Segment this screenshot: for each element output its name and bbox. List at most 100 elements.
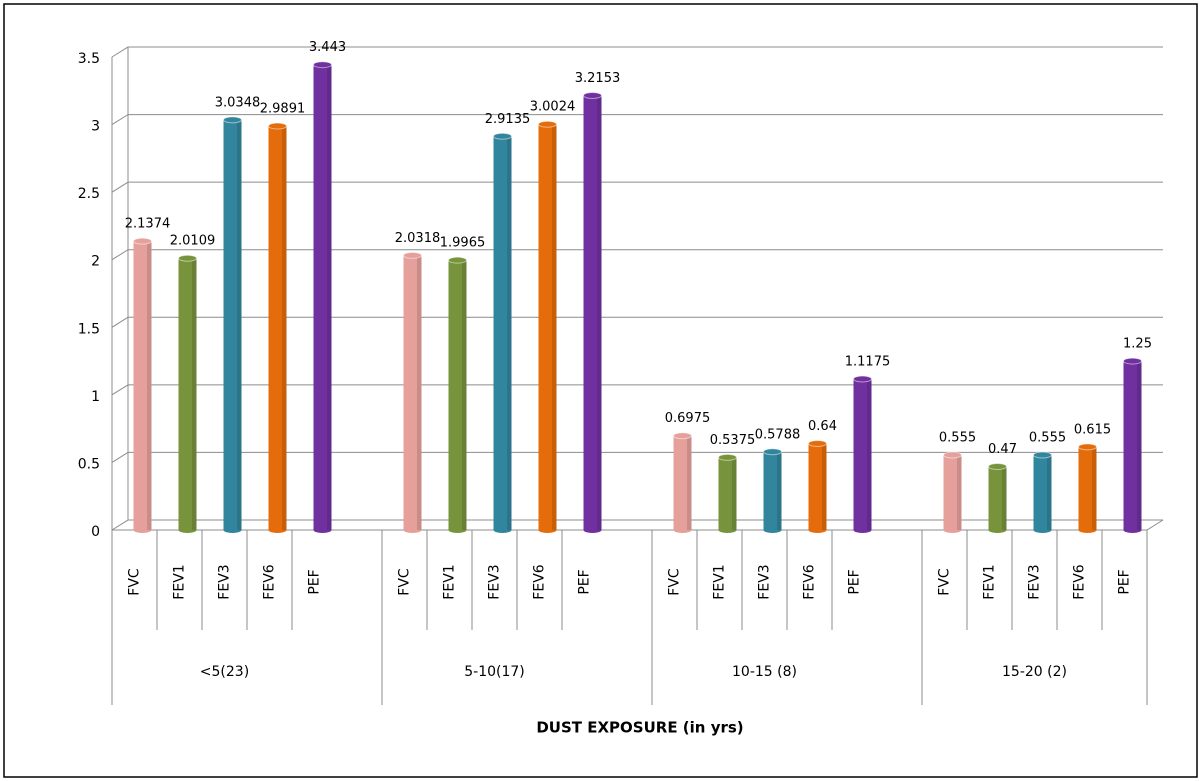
bar-shade (237, 119, 242, 530)
value-label: 3.0348 (215, 95, 261, 110)
bar-top (403, 251, 422, 259)
bar-shade (1092, 446, 1097, 530)
grid-line (111, 181, 1163, 193)
bar-top (448, 256, 467, 264)
x-sub-label: PEF (1117, 569, 1133, 594)
x-tick-label: 15-20 (2) (1002, 664, 1067, 680)
bar (313, 64, 332, 531)
bar (763, 451, 782, 530)
value-label: 2.9135 (485, 112, 531, 127)
bar-top (493, 132, 512, 140)
x-tick-label: <5(23) (200, 664, 249, 680)
value-label: 0.615 (1074, 422, 1111, 437)
bar (223, 119, 242, 530)
bar-shade (282, 126, 287, 530)
bar-top (538, 120, 557, 128)
bar-shade (507, 136, 512, 530)
value-label: 2.1374 (125, 217, 171, 232)
grid-line (111, 316, 1163, 328)
grid-line (111, 114, 1163, 125)
y-tick-label: 3.5 (78, 51, 100, 67)
bar-shade (1137, 361, 1142, 530)
x-sub-label: PEF (847, 569, 863, 594)
bar-top (313, 61, 332, 69)
value-label: 0.6975 (665, 411, 711, 426)
bar (268, 126, 287, 530)
value-label: 0.5375 (710, 433, 756, 448)
x-sub-label: FEV3 (217, 564, 233, 599)
bar-top (988, 462, 1007, 470)
bar-shade (417, 255, 422, 530)
value-label: 0.555 (939, 430, 976, 445)
x-sub-label: FVC (127, 568, 143, 596)
bar-top (763, 448, 782, 456)
bar-top (1033, 451, 1052, 459)
x-sub-label: FEV6 (1072, 564, 1088, 599)
value-label: 3.443 (309, 40, 346, 55)
x-sub-label: PEF (307, 569, 323, 594)
bar-top (583, 91, 602, 99)
x-sub-label: FVC (937, 568, 953, 596)
value-label: 2.9891 (260, 102, 306, 117)
y-tick-label: 1.5 (78, 321, 100, 337)
y-tick-label: 0.5 (78, 456, 100, 472)
y-tick-label: 2.5 (78, 186, 100, 202)
bar-shade (867, 378, 872, 530)
value-label: 2.0109 (170, 234, 216, 249)
bar-shade (597, 95, 602, 531)
bar-shade (687, 435, 692, 530)
bar-shade (1002, 466, 1007, 530)
bar-top (1123, 357, 1142, 365)
bar (1123, 361, 1142, 530)
bar-shade (192, 258, 197, 530)
x-sub-label: FVC (667, 568, 683, 596)
value-label: 3.2153 (575, 71, 621, 86)
bar (403, 255, 422, 530)
value-label: 0.64 (808, 419, 837, 434)
bar-shade (327, 64, 332, 531)
x-sub-label: PEF (577, 569, 593, 594)
bar-top (943, 451, 962, 459)
bar-top (133, 237, 152, 245)
y-tick-label: 1 (91, 389, 100, 405)
bar (538, 124, 557, 531)
x-sub-label: FEV6 (262, 564, 278, 599)
value-label: 1.25 (1123, 337, 1152, 352)
bar-top (853, 375, 872, 383)
bar-shade (822, 443, 827, 530)
bar (1078, 446, 1097, 530)
bar-top (268, 122, 287, 130)
bar-shade (732, 457, 737, 530)
value-label: 0.47 (988, 442, 1017, 457)
bar-shade (552, 124, 557, 531)
bar-shade (1047, 454, 1052, 530)
bar (493, 136, 512, 530)
x-sub-label: FVC (397, 568, 413, 596)
bar (808, 443, 827, 530)
grid-line (111, 249, 1163, 261)
x-sub-label: FEV1 (712, 564, 728, 599)
x-axis-title: DUST EXPOSURE (in yrs) (536, 719, 743, 737)
value-label: 1.1175 (845, 354, 891, 369)
bar-top (223, 116, 242, 124)
grid-line (111, 384, 1163, 396)
bar-shade (147, 241, 152, 530)
x-tick-label: 5-10(17) (464, 664, 525, 680)
value-label: 0.555 (1029, 430, 1066, 445)
x-sub-label: FEV1 (982, 564, 998, 599)
bar-top (808, 440, 827, 448)
x-sub-label: FEV6 (802, 564, 818, 599)
bar (1033, 454, 1052, 530)
bar-top (718, 453, 737, 461)
bar-shade (462, 260, 467, 530)
bar (583, 95, 602, 531)
x-sub-label: FEV1 (172, 564, 188, 599)
x-sub-label: FEV6 (532, 564, 548, 599)
bar (673, 435, 692, 530)
bar (448, 260, 467, 530)
value-label: 2.0318 (395, 231, 441, 246)
bar-shade (777, 451, 782, 530)
bar (988, 466, 1007, 530)
x-sub-label: FEV3 (487, 564, 503, 599)
